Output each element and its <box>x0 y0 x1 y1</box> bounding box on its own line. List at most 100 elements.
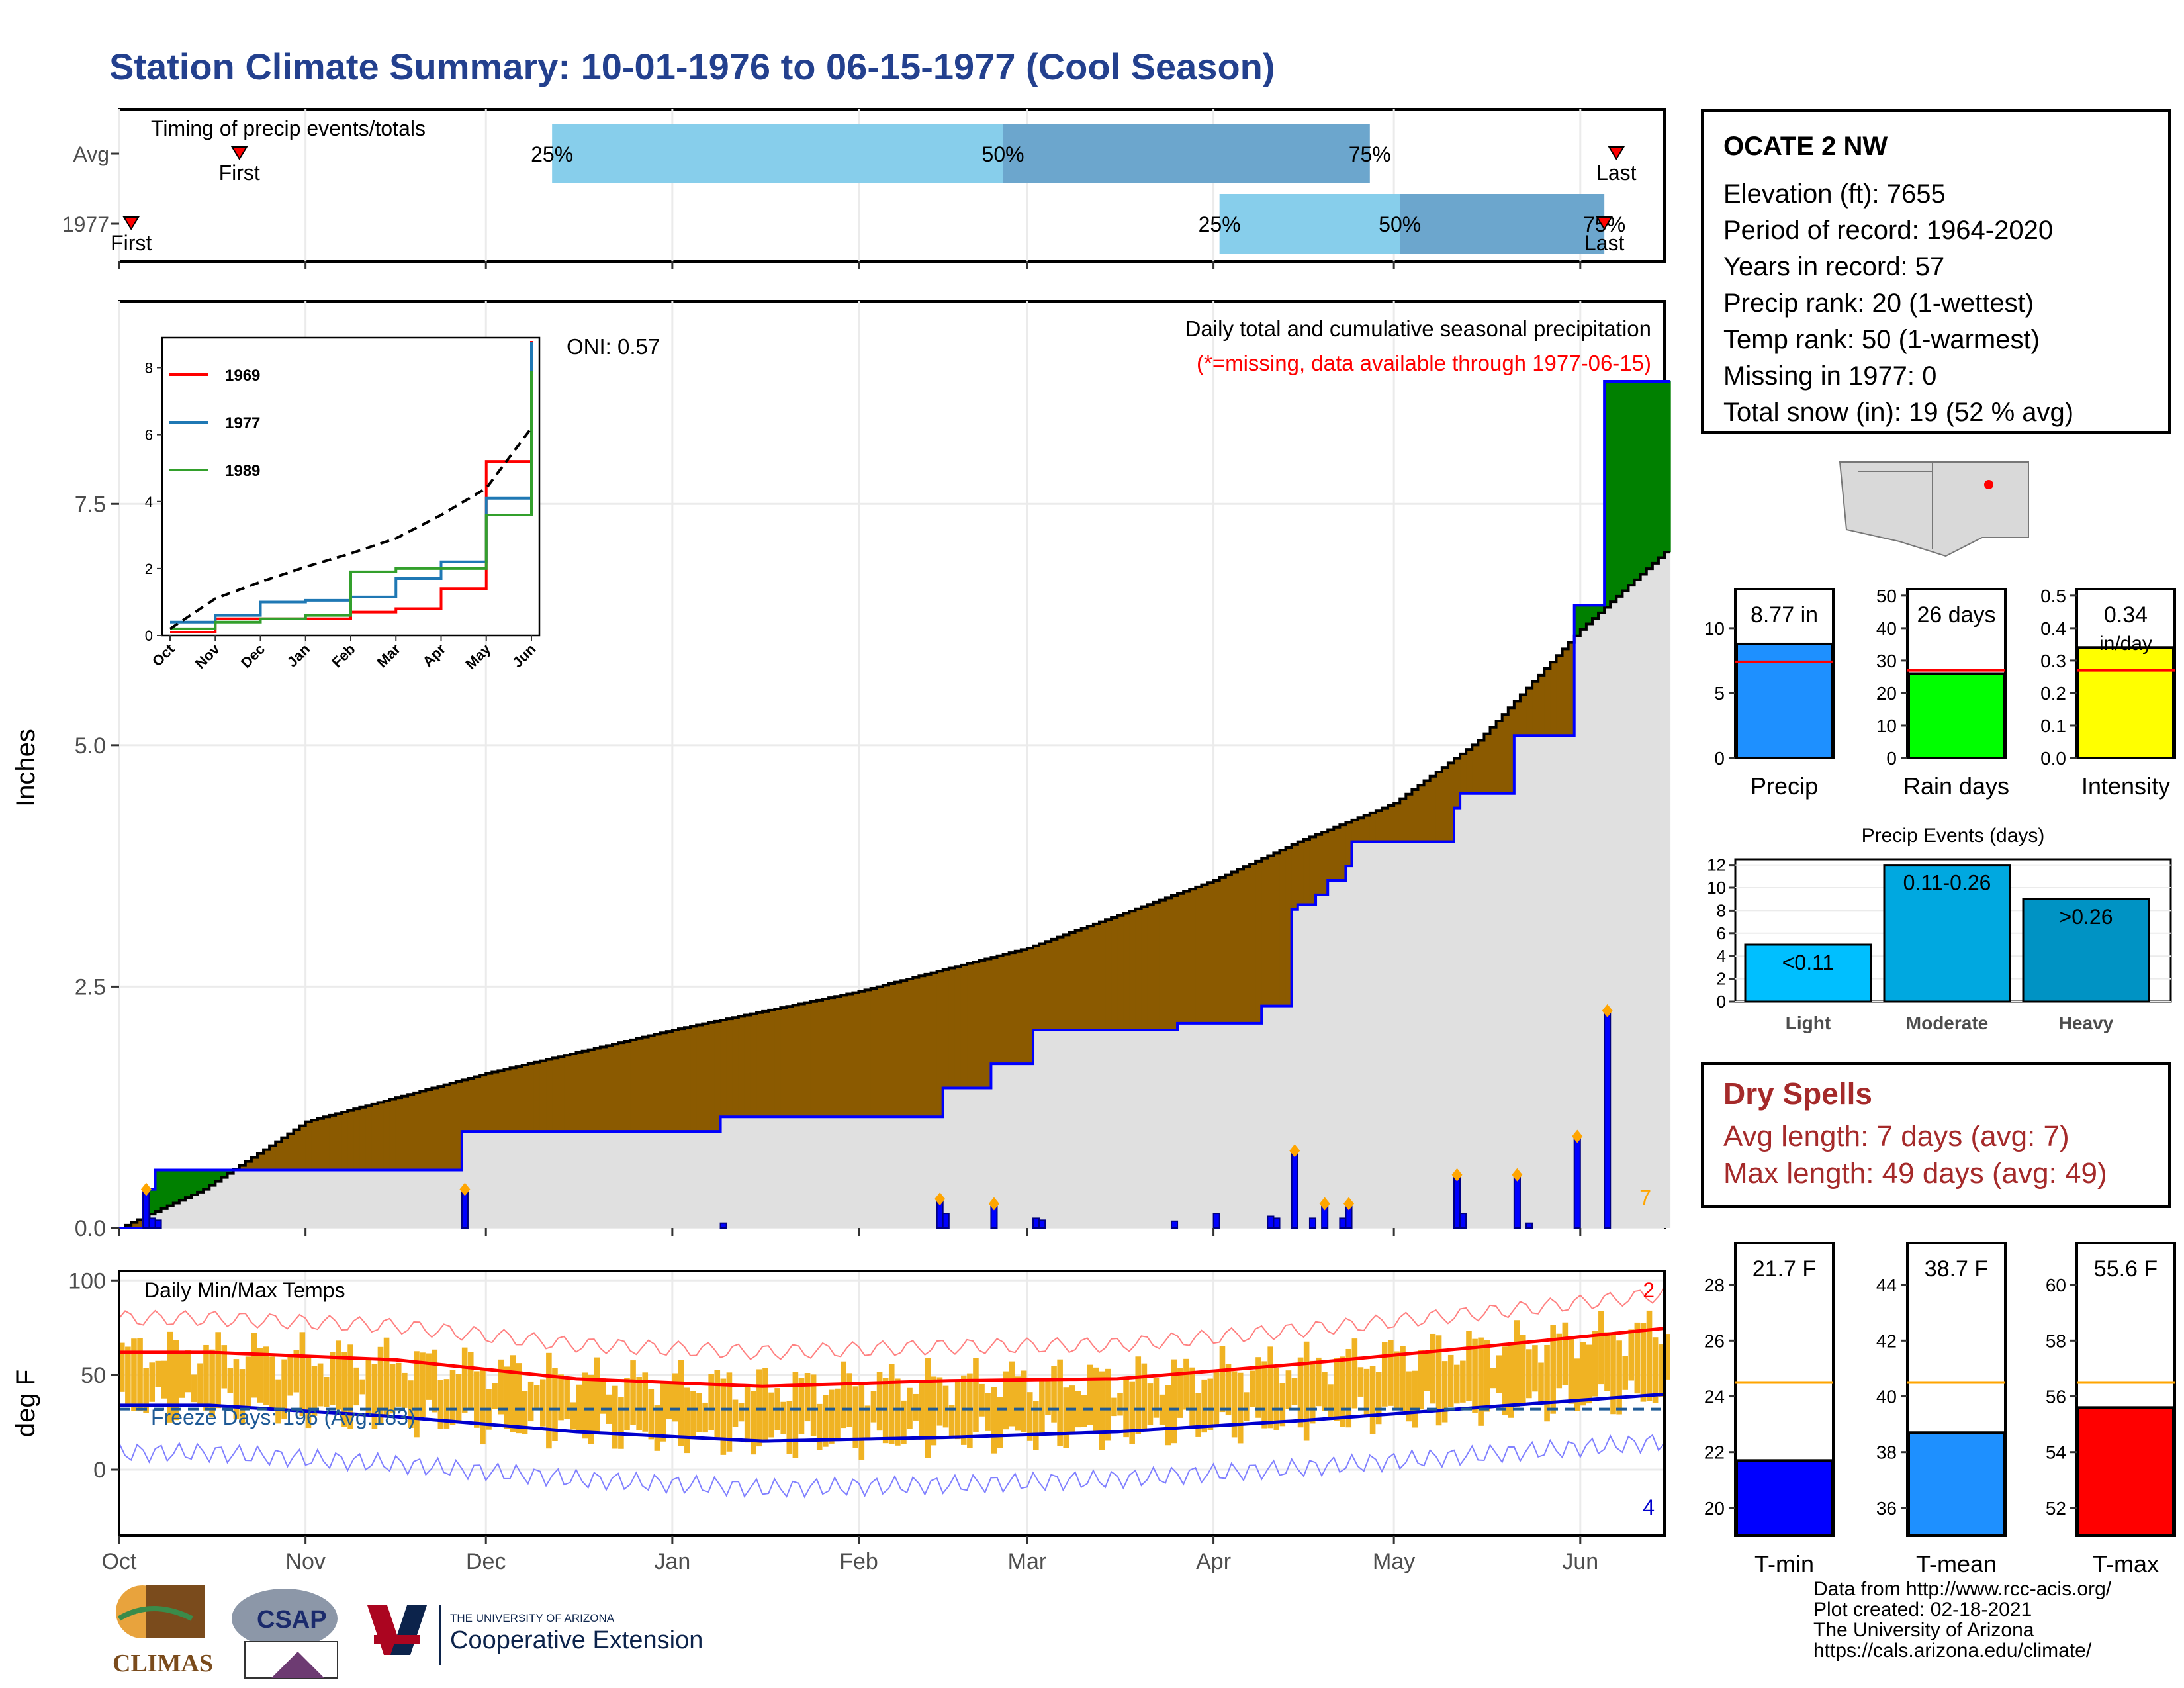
deficit-area <box>1418 785 1425 842</box>
ua-logo-line1: THE UNIVERSITY OF ARIZONA <box>450 1612 615 1624</box>
surplus-area <box>1616 381 1623 596</box>
deficit-area <box>1099 921 1106 1031</box>
daily-temp-bar <box>1009 1361 1015 1427</box>
deficit-area <box>726 1019 733 1117</box>
daily-temp-bar <box>504 1366 510 1429</box>
month-label: Nov <box>285 1549 325 1574</box>
temp-summary-1: 36 38 40 42 44 38.7 F T-mean <box>1876 1242 2007 1577</box>
surplus-area <box>209 1170 216 1186</box>
deficit-area <box>317 1118 324 1170</box>
events-y-tick-label: 8 <box>1717 900 1726 920</box>
month-label: Jun <box>1562 1549 1598 1574</box>
events-y-tick-label: 2 <box>1717 969 1726 989</box>
surplus-area <box>1634 381 1641 580</box>
daily-temp-bar <box>197 1363 203 1407</box>
daily-temp-bar <box>690 1391 696 1440</box>
page-title: Station Climate Summary: 10-01-1976 to 0… <box>109 46 1275 87</box>
daily-temp-bar <box>347 1344 353 1429</box>
surplus-area <box>1628 381 1635 586</box>
deficit-area <box>654 1034 661 1132</box>
daily-temp-bar <box>1267 1346 1273 1429</box>
small-y-tick-label: 0.1 <box>2040 716 2066 736</box>
deficit-area <box>816 1000 823 1117</box>
deficit-area <box>1430 776 1437 842</box>
location-map <box>1839 461 2029 557</box>
daily-temp-bar <box>1003 1371 1009 1430</box>
daily-temp-bar <box>149 1362 156 1402</box>
temp-summary-2-label: T-max <box>2093 1550 2159 1577</box>
deficit-area <box>672 1030 679 1132</box>
daily-temp-bar <box>359 1379 366 1395</box>
daily-temp-bar <box>1447 1354 1454 1408</box>
deficit-area <box>1375 810 1383 842</box>
daily-temp-bar <box>1532 1345 1538 1392</box>
precip-summary-0-label: Precip <box>1751 773 1818 800</box>
record-min-line <box>118 1434 1665 1499</box>
deficit-area <box>1460 753 1467 794</box>
deficit-area <box>131 1222 138 1228</box>
last-marker <box>1608 146 1625 160</box>
surplus-area <box>161 1170 168 1209</box>
deficit-area <box>1026 948 1034 1064</box>
small-y-tick-label: 36 <box>1876 1498 1897 1519</box>
deficit-area <box>336 1113 342 1170</box>
deficit-area <box>756 1012 763 1117</box>
deficit-area <box>1441 767 1449 842</box>
deficit-area <box>1388 805 1394 842</box>
deficit-area <box>1255 861 1262 1023</box>
small-y-tick-label: 44 <box>1876 1275 1897 1295</box>
deficit-area <box>383 1100 390 1170</box>
deficit-area <box>1153 902 1160 1031</box>
snow-marker <box>140 1182 152 1196</box>
precip-summary-2-value-unit: in/day <box>2099 633 2152 655</box>
deficit-area <box>594 1048 601 1132</box>
deficit-area <box>293 1129 300 1170</box>
deficit-area <box>1147 904 1154 1031</box>
deficit-area <box>738 1016 745 1117</box>
daily-temp-bar <box>1388 1340 1394 1406</box>
deficit-area <box>474 1076 480 1132</box>
snow-marker <box>1512 1168 1523 1182</box>
daily-temp-bar <box>1093 1367 1099 1434</box>
deficit-area <box>907 978 913 1117</box>
timing-bar-upper <box>1400 194 1605 254</box>
deficit-area <box>371 1103 379 1170</box>
daily-temp-bar <box>1652 1337 1659 1403</box>
deficit-area <box>263 1149 270 1170</box>
small-y-tick-label: 0.0 <box>2040 748 2066 769</box>
first-marker <box>230 146 248 160</box>
events-category-label: Light <box>1786 1013 1831 1033</box>
daily-temp-bar <box>925 1358 931 1458</box>
daily-temp-bar <box>1502 1346 1508 1415</box>
deficit-area <box>1435 771 1443 842</box>
deficit-area <box>913 977 919 1117</box>
daily-temp-bar <box>864 1405 871 1440</box>
deficit-area <box>835 996 841 1117</box>
deficit-area <box>1231 872 1238 1023</box>
deficit-area <box>1406 794 1413 842</box>
daily-temp-bar <box>467 1352 474 1409</box>
ua-logo-line2: Cooperative Extension <box>450 1626 703 1654</box>
deficit-area <box>402 1096 408 1170</box>
deficit-area <box>762 1011 769 1117</box>
daily-temp-bar <box>852 1386 859 1448</box>
daily-temp-bar <box>942 1385 949 1428</box>
daily-precip-bar <box>1513 1174 1521 1229</box>
daily-temp-bar <box>1526 1349 1532 1399</box>
deficit-area <box>1454 758 1461 808</box>
deficit-area <box>1496 720 1503 794</box>
surplus-area <box>1604 381 1611 608</box>
deficit-area <box>750 1013 757 1117</box>
deficit-area <box>1165 898 1172 1031</box>
events-bar-label: 0.11-0.26 <box>1903 871 1991 895</box>
first-label: First <box>111 231 152 255</box>
daily-temp-bar <box>414 1351 420 1438</box>
precip-summary-2: 0.0 0.1 0.2 0.3 0.4 0.5 0.34 in/day Intensity <box>2040 586 2176 800</box>
daily-precip-bar <box>1308 1217 1317 1229</box>
station-missing: Missing in 1977: 0 <box>1723 361 1937 391</box>
deficit-area <box>570 1054 577 1132</box>
daily-temp-bar <box>858 1384 865 1460</box>
precip-summary-1-value-label: 26 days <box>1917 602 1995 628</box>
month-label: Apr <box>1196 1549 1231 1574</box>
daily-temp-bar <box>1063 1387 1069 1448</box>
